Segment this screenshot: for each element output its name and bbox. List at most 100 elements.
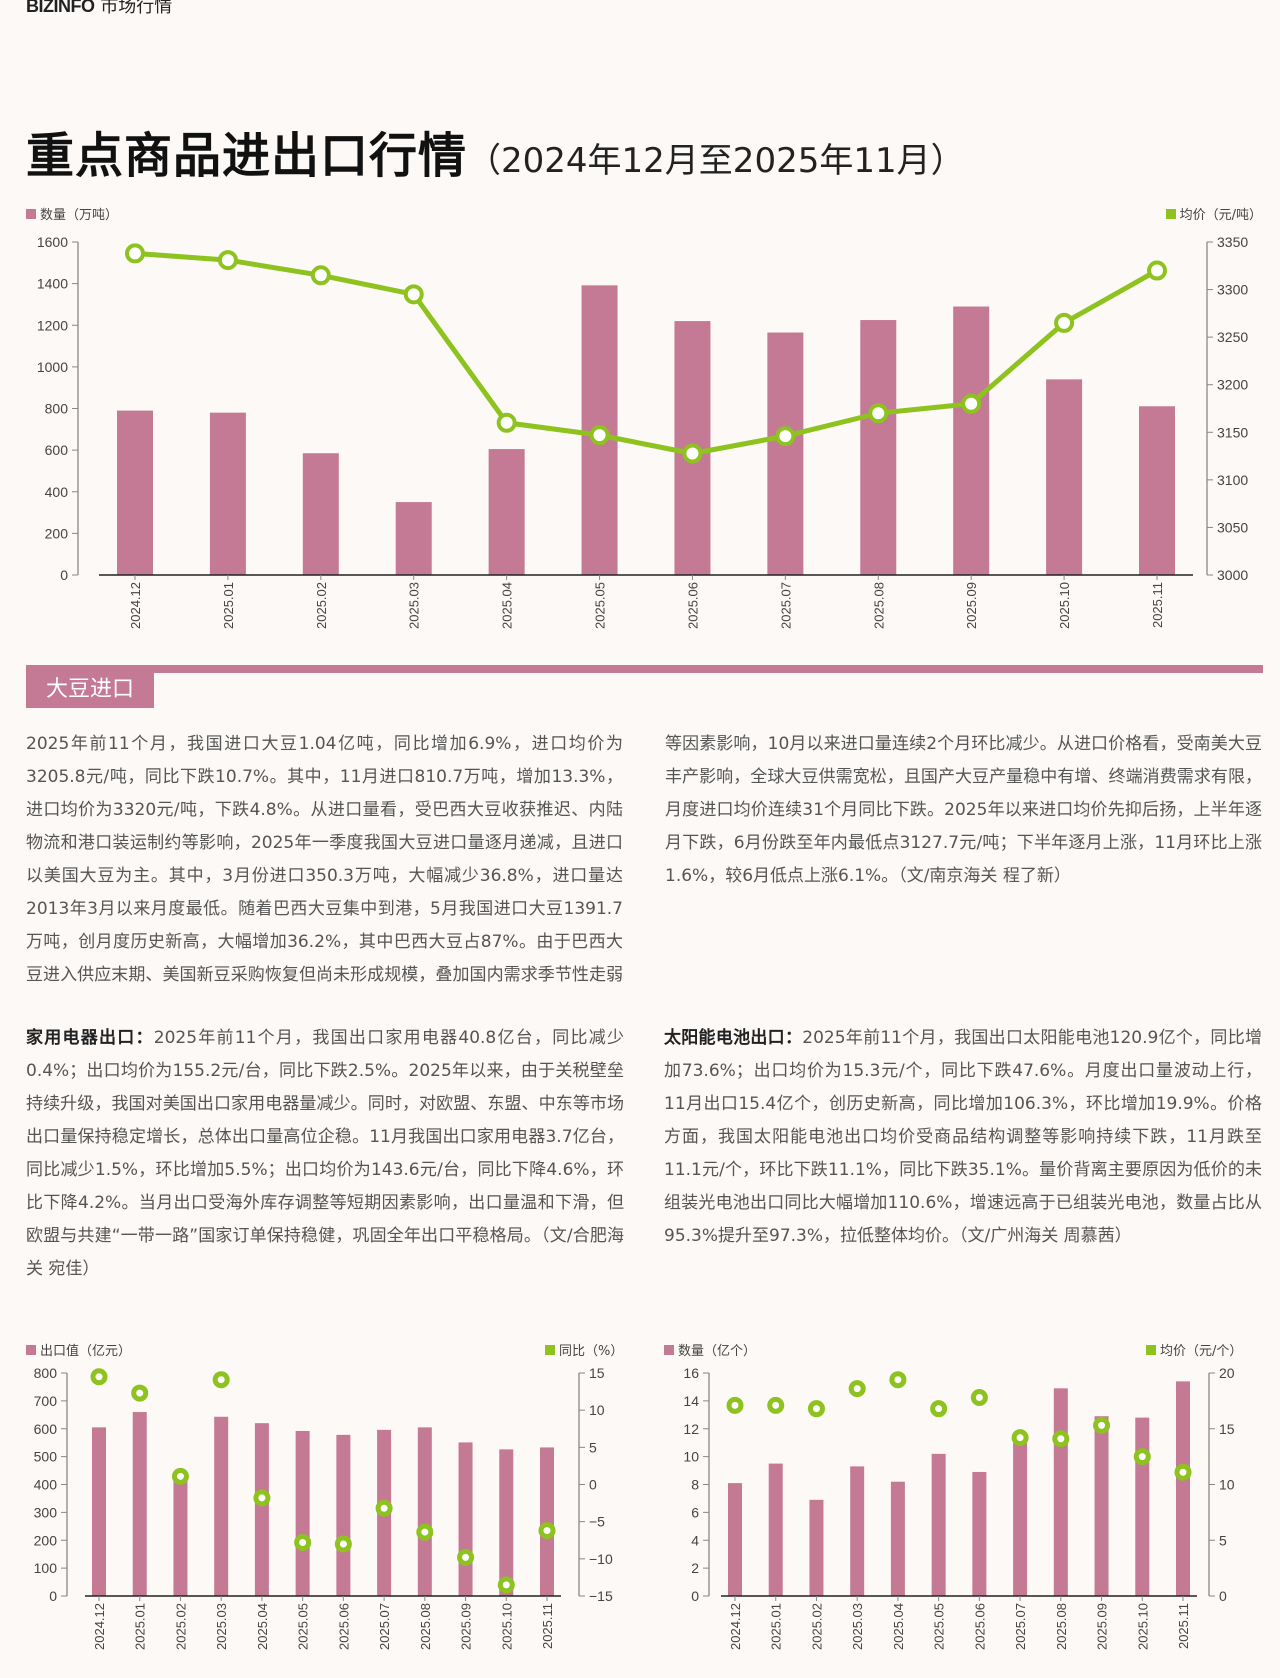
data-point <box>1147 260 1167 281</box>
solar-legend-quantity: 数量（亿个） <box>664 1340 756 1359</box>
data-point <box>848 1380 866 1398</box>
bar <box>214 1416 229 1596</box>
legend-swatch-bar <box>26 1344 36 1355</box>
x-tick-label: 2025.09 <box>459 1603 474 1650</box>
right-tick-label: −15 <box>589 1588 613 1604</box>
left-tick-label: 800 <box>34 1365 58 1381</box>
data-point <box>589 425 610 446</box>
page-header: BIZINFO 市场行情 <box>26 0 172 18</box>
right-tick-label: 10 <box>589 1402 605 1418</box>
data-point <box>1133 1448 1151 1466</box>
x-tick-label: 2024.12 <box>728 1603 743 1650</box>
legend-label: 均价（元/吨） <box>1179 208 1262 223</box>
x-tick-label: 2025.08 <box>1054 1603 1069 1650</box>
right-tick-label: 15 <box>589 1365 605 1381</box>
right-tick-label: 20 <box>1219 1365 1235 1381</box>
left-tick-label: 600 <box>34 1421 58 1437</box>
x-tick-label: 2025.06 <box>972 1603 987 1650</box>
left-tick-label: 200 <box>34 1532 58 1548</box>
left-tick-label: 400 <box>45 484 69 500</box>
x-tick-label: 2025.07 <box>1013 1603 1028 1650</box>
data-point <box>131 1384 149 1402</box>
bar <box>132 1412 147 1596</box>
data-point <box>90 1368 108 1386</box>
data-point <box>497 1576 515 1594</box>
left-tick-label: 300 <box>34 1504 58 1520</box>
solar-legend-price: 均价（元/个） <box>1146 1340 1242 1359</box>
appliance-legend-value: 出口值（亿元） <box>26 1340 131 1359</box>
left-tick-label: 8 <box>691 1477 699 1493</box>
x-tick-label: 2025.10 <box>1057 582 1072 629</box>
left-tick-label: 800 <box>45 401 69 417</box>
solar-heading: 太阳能电池出口： <box>664 1028 803 1048</box>
x-tick-label: 2025.07 <box>377 1603 392 1650</box>
x-tick-label: 2024.12 <box>128 582 143 629</box>
left-tick-label: 14 <box>683 1393 699 1409</box>
right-tick-label: 3050 <box>1217 519 1248 535</box>
left-tick-label: 1400 <box>37 276 68 292</box>
right-tick-label: 0 <box>1219 1588 1227 1604</box>
x-tick-label: 2025.02 <box>314 582 329 629</box>
x-tick-label: 2025.08 <box>418 1603 433 1650</box>
x-tick-label: 2025.04 <box>500 582 515 629</box>
bar <box>768 1463 783 1596</box>
data-point <box>961 393 982 414</box>
solar-paragraph: 太阳能电池出口：2025年前11个月，我国出口太阳能电池120.9亿个，同比增加… <box>664 1022 1262 1253</box>
right-tick-label: 10 <box>1219 1477 1235 1493</box>
section-tag-soybean: 大豆进口 <box>26 672 154 708</box>
left-tick-label: 4 <box>691 1532 699 1548</box>
left-tick-label: 600 <box>45 442 69 458</box>
bar <box>488 449 525 575</box>
right-tick-label: 3350 <box>1217 234 1248 250</box>
data-point <box>1174 1463 1192 1481</box>
bar <box>499 1449 514 1596</box>
x-tick-label: 2025.11 <box>1150 582 1165 628</box>
data-point <box>1011 1429 1029 1447</box>
x-tick-label: 2025.03 <box>407 582 422 629</box>
appliance-heading: 家用电器出口： <box>26 1028 154 1048</box>
bar <box>302 453 339 575</box>
bar <box>254 1423 269 1596</box>
data-point <box>775 426 796 447</box>
x-tick-label: 2025.09 <box>964 582 979 629</box>
left-tick-label: 0 <box>691 1588 699 1604</box>
x-tick-label: 2025.08 <box>871 582 886 629</box>
legend-swatch-point <box>1146 1344 1156 1355</box>
bar <box>890 1481 905 1596</box>
x-tick-label: 2025.11 <box>1176 1603 1191 1649</box>
data-point <box>171 1467 189 1485</box>
data-point <box>682 443 703 464</box>
legend-swatch-bar <box>664 1344 674 1355</box>
right-tick-label: 5 <box>589 1439 597 1455</box>
x-tick-label: 2025.01 <box>133 1603 148 1650</box>
legend-label: 出口值（亿元） <box>40 1344 132 1359</box>
data-point <box>970 1389 988 1407</box>
bar <box>1013 1442 1028 1596</box>
left-tick-label: 16 <box>683 1365 699 1381</box>
bar <box>860 320 897 575</box>
left-tick-label: 500 <box>34 1449 58 1465</box>
data-point <box>538 1522 556 1540</box>
left-tick-label: 10 <box>683 1449 699 1465</box>
x-tick-label: 2025.06 <box>336 1603 351 1650</box>
legend-label: 数量（万吨） <box>40 208 119 223</box>
right-tick-label: 3300 <box>1217 282 1248 298</box>
bar <box>850 1466 865 1596</box>
data-point <box>457 1548 475 1566</box>
right-tick-label: 0 <box>589 1477 597 1493</box>
section-divider <box>26 665 1263 673</box>
left-tick-label: 0 <box>49 1588 57 1604</box>
data-point <box>807 1400 825 1418</box>
appliance-text: 2025年前11个月，我国出口家用电器40.8亿台，同比减少0.4%；出口均价为… <box>26 1028 624 1279</box>
x-tick-label: 2025.01 <box>769 1603 784 1650</box>
left-tick-label: 6 <box>691 1504 699 1520</box>
x-tick-label: 2025.02 <box>809 1603 824 1650</box>
legend-swatch-bar <box>26 208 36 219</box>
x-tick-label: 2025.07 <box>778 582 793 629</box>
appliance-legend-yoy: 同比（%） <box>545 1340 623 1359</box>
soybean-legend-price: 均价（元/吨） <box>1165 204 1262 223</box>
appliance-paragraph: 家用电器出口：2025年前11个月，我国出口家用电器40.8亿台，同比减少0.4… <box>26 1022 624 1286</box>
x-tick-label: 2025.03 <box>214 1603 229 1650</box>
bar <box>931 1453 946 1596</box>
